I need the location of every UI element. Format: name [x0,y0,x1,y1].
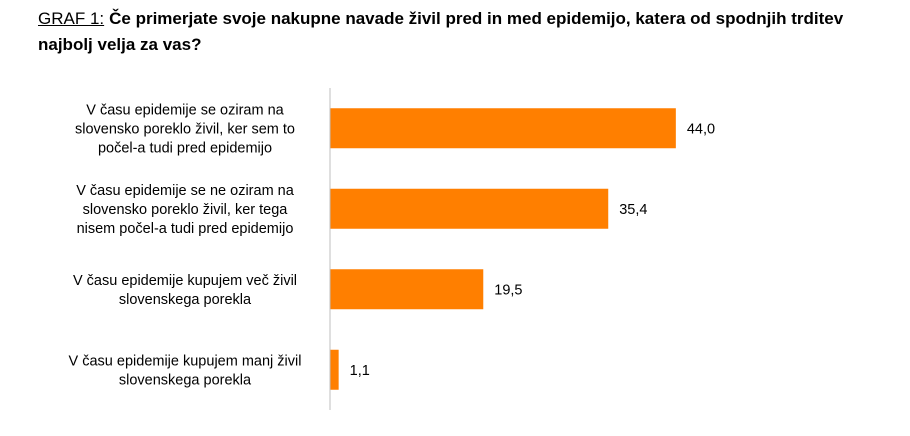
bar-3 [330,269,484,310]
category-label-3-line-1: V času epidemije kupujem več živil [73,273,297,289]
category-label-1-line-3: počel-a tudi pred epidemijo [98,140,272,156]
bar-1 [330,108,676,149]
category-label-1-line-2: slovensko poreklo živil, ker sem to [75,121,295,137]
category-label-2-line-1: V času epidemije se ne oziram na [76,183,295,199]
category-label-2-line-2: slovensko poreklo živil, ker tega [83,202,289,218]
bar-4 [330,349,339,390]
chart-title-text: Če primerjate svoje nakupne navade živil… [38,9,844,54]
category-label-3-line-2: slovenskega porekla [119,292,252,308]
category-label-1-line-1: V času epidemije se oziram na [86,102,284,118]
chart-title: GRAF 1: Če primerjate svoje nakupne navad… [38,6,898,58]
category-label-2-line-3: nisem počel-a tudi pred epidemijo [77,221,294,237]
value-label-2: 35,4 [619,202,647,218]
value-label-4: 1,1 [350,363,370,379]
value-label-1: 44,0 [687,121,715,137]
bar-2 [330,188,609,229]
value-label-3: 19,5 [494,282,522,298]
chart-title-prefix: GRAF 1: [38,9,105,28]
category-label-4-line-2: slovenskega porekla [119,372,252,388]
category-label-4-line-1: V času epidemije kupujem manj živil [69,353,302,369]
